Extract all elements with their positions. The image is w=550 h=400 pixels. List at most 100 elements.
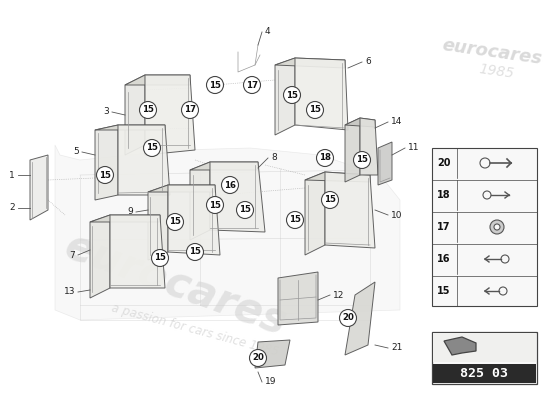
FancyBboxPatch shape [432,332,537,384]
Text: 14: 14 [391,118,403,126]
Text: 21: 21 [391,344,403,352]
Text: 17: 17 [184,106,196,114]
Text: 15: 15 [146,144,158,152]
Text: 19: 19 [265,378,277,386]
FancyBboxPatch shape [433,364,536,383]
Circle shape [494,224,500,230]
Polygon shape [90,215,160,222]
Text: 17: 17 [437,222,451,232]
Polygon shape [210,162,265,232]
Text: 16: 16 [224,180,236,190]
Text: 1: 1 [9,170,15,180]
Circle shape [287,212,304,228]
FancyBboxPatch shape [433,333,536,362]
Circle shape [354,152,371,168]
Polygon shape [345,118,375,127]
Polygon shape [125,75,190,85]
Text: 15: 15 [209,80,221,90]
Circle shape [167,214,184,230]
Text: eurocares: eurocares [58,225,292,345]
Circle shape [316,150,333,166]
Text: 18: 18 [437,190,451,200]
Polygon shape [278,272,318,325]
Polygon shape [255,340,290,368]
Polygon shape [190,162,258,170]
Polygon shape [148,185,168,260]
Polygon shape [145,75,195,155]
Polygon shape [345,118,360,182]
Text: 15: 15 [309,106,321,114]
Polygon shape [360,118,378,175]
Circle shape [244,76,261,94]
Text: a passion for cars since 1985: a passion for cars since 1985 [110,301,280,359]
Circle shape [490,220,504,234]
Text: 15: 15 [324,196,336,204]
Text: 15: 15 [289,216,301,224]
Text: 20: 20 [437,158,451,168]
Text: 10: 10 [391,210,403,220]
Polygon shape [118,125,170,195]
Polygon shape [110,215,165,288]
Polygon shape [95,125,165,130]
FancyBboxPatch shape [432,148,537,306]
Polygon shape [305,172,370,182]
Text: 18: 18 [319,154,331,162]
Circle shape [322,192,338,208]
Circle shape [140,102,157,118]
Polygon shape [125,75,145,155]
Polygon shape [190,162,210,240]
Polygon shape [295,58,348,130]
Text: 5: 5 [73,148,79,156]
Text: 12: 12 [333,290,344,300]
Circle shape [186,244,204,260]
Circle shape [206,196,223,214]
Text: 3: 3 [103,108,109,116]
Circle shape [144,140,161,156]
Text: eurocares: eurocares [441,36,543,68]
Polygon shape [275,58,295,135]
Text: 9: 9 [127,208,133,216]
Text: 15: 15 [189,248,201,256]
Text: 7: 7 [69,250,75,260]
Text: 2: 2 [9,204,15,212]
Text: 15: 15 [154,254,166,262]
Text: 15: 15 [437,286,451,296]
Text: 13: 13 [63,288,75,296]
Text: 20: 20 [252,354,264,362]
Text: 6: 6 [365,58,371,66]
Circle shape [236,202,254,218]
Polygon shape [275,58,345,68]
Circle shape [250,350,267,366]
Polygon shape [345,282,375,355]
Polygon shape [148,185,215,192]
Polygon shape [305,172,325,255]
Polygon shape [168,185,220,255]
Text: 15: 15 [239,206,251,214]
Text: 4: 4 [265,28,271,36]
Text: 8: 8 [271,154,277,162]
Circle shape [306,102,323,118]
Polygon shape [378,142,392,185]
Circle shape [206,76,223,94]
Text: 20: 20 [342,314,354,322]
Text: 15: 15 [209,200,221,210]
Text: 825 03: 825 03 [460,367,509,380]
Circle shape [339,310,356,326]
Circle shape [96,166,113,184]
Circle shape [182,102,199,118]
Text: 15: 15 [286,90,298,100]
Circle shape [151,250,168,266]
Text: 16: 16 [437,254,451,264]
Circle shape [283,86,300,104]
Text: 15: 15 [142,106,154,114]
Text: 17: 17 [246,80,258,90]
Circle shape [222,176,239,194]
Text: 15: 15 [99,170,111,180]
Text: 15: 15 [169,218,181,226]
Polygon shape [444,337,476,355]
Text: 15: 15 [356,156,368,164]
Polygon shape [30,155,48,220]
Polygon shape [55,145,400,320]
Text: 1985: 1985 [477,62,515,82]
Text: 11: 11 [408,144,420,152]
